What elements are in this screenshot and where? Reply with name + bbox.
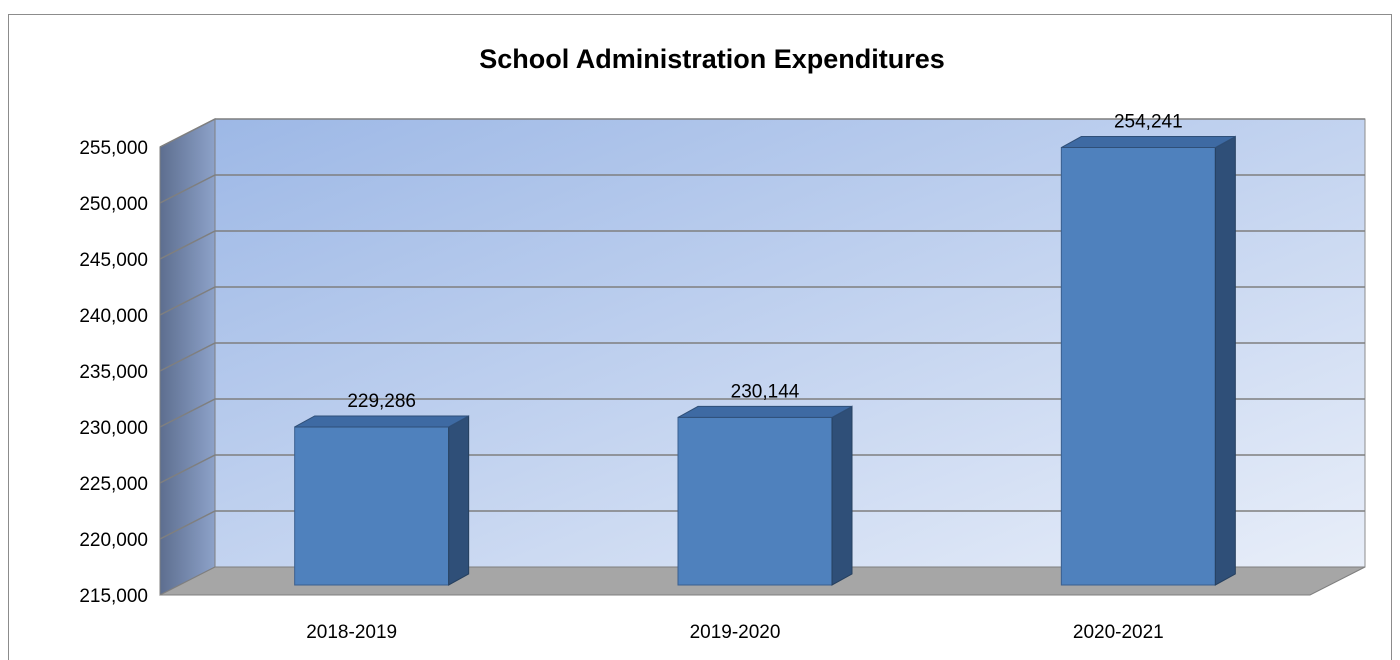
gridline xyxy=(159,118,1365,148)
x-axis-ticks: 2018-2019 2019-2020 2020-2021 xyxy=(306,622,1164,643)
bar-side xyxy=(831,405,853,586)
y-tick-label: 230,000 xyxy=(79,418,148,439)
y-tick-label: 245,000 xyxy=(79,250,148,271)
chart-title: School Administration Expenditures xyxy=(479,44,945,74)
y-tick-label: 235,000 xyxy=(79,362,148,383)
gridline xyxy=(159,230,1365,260)
bar-front xyxy=(294,426,450,586)
bar-data-label: 230,144 xyxy=(731,381,800,402)
bar-front xyxy=(677,416,833,586)
gridline xyxy=(159,342,1365,372)
y-tick-label: 240,000 xyxy=(79,306,148,327)
bar-side xyxy=(448,415,470,586)
bars xyxy=(294,135,1236,586)
bar-top xyxy=(294,415,469,428)
bar-front xyxy=(1060,147,1216,586)
data-labels: 229,286 230,144 254,241 xyxy=(347,112,1182,412)
y-tick-label: 220,000 xyxy=(79,530,148,551)
y-tick-label: 255,000 xyxy=(79,138,148,159)
y-tick-label: 215,000 xyxy=(79,586,148,607)
x-tick-label: 2018-2019 xyxy=(306,622,397,643)
gridlines xyxy=(159,118,1365,540)
bar-top xyxy=(677,405,853,418)
x-tick-label: 2019-2020 xyxy=(690,622,781,643)
gridline xyxy=(159,510,1365,540)
bar-data-label: 229,286 xyxy=(347,391,416,412)
bar-side xyxy=(1214,135,1236,586)
y-axis-ticks: 215,000 220,000 225,000 230,000 235,000 240,0… xyxy=(79,138,148,607)
y-tick-label: 250,000 xyxy=(79,194,148,215)
bar-data-label: 254,241 xyxy=(1114,112,1183,133)
gridline xyxy=(159,174,1365,204)
bar-top xyxy=(1061,136,1236,149)
gridline xyxy=(159,454,1365,484)
x-tick-label: 2020-2021 xyxy=(1073,622,1164,643)
gridline xyxy=(159,398,1365,428)
gridline xyxy=(159,286,1365,316)
y-tick-label: 225,000 xyxy=(79,474,148,495)
